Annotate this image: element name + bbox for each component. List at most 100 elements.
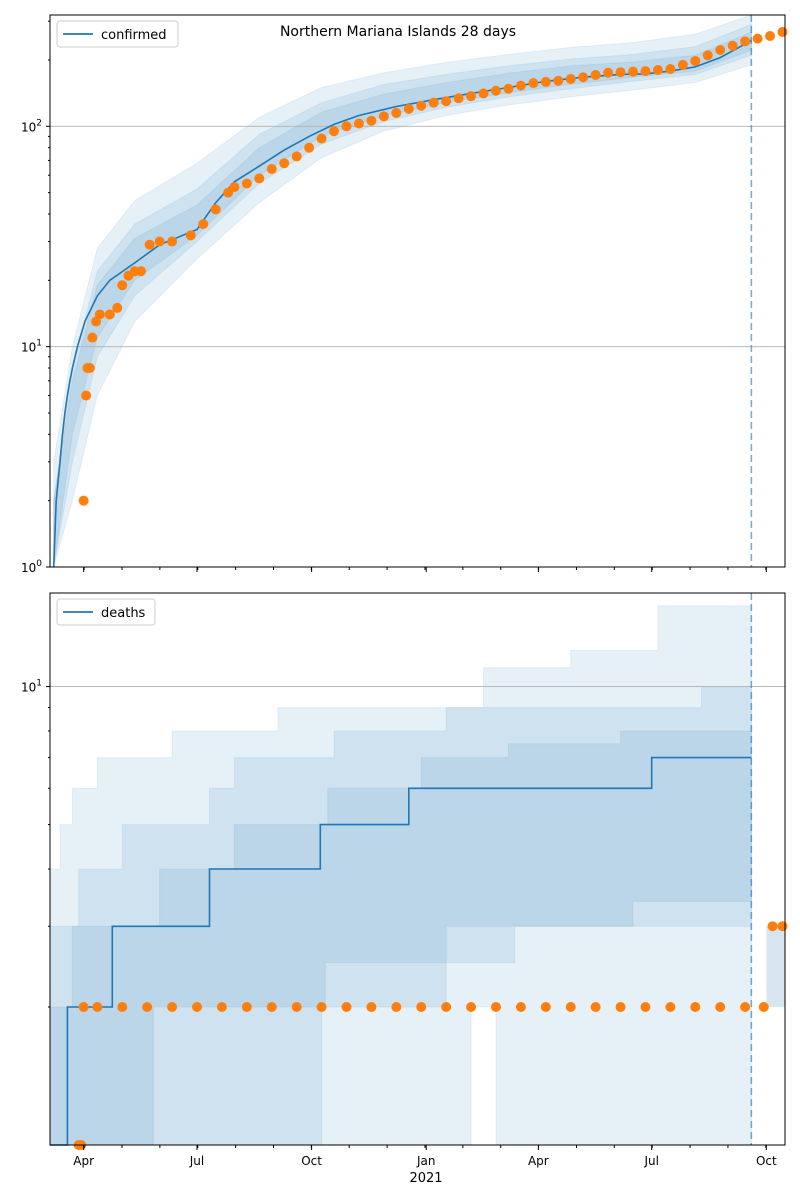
deaths-observed-point-31 <box>758 1002 769 1012</box>
confirmed-observed-point-42 <box>490 85 501 96</box>
confirmed-ytick-label-1: 100 <box>21 559 42 575</box>
deaths-observed-point-19 <box>466 1002 477 1012</box>
deaths-band-2 <box>49 686 752 1146</box>
deaths-xtick-label-2: Jul <box>189 1154 204 1168</box>
deaths-model-series <box>50 756 752 1146</box>
confirmed-observed-point-43 <box>503 83 514 94</box>
confirmed-observed-point-31 <box>353 118 364 129</box>
deaths-observed-point-15 <box>366 1002 377 1012</box>
confirmed-legend-label: confirmed <box>101 28 167 43</box>
deaths-observed-point-21 <box>515 1002 526 1012</box>
confirmed-observed-point-56 <box>665 64 676 75</box>
confirmed-observed-point-13 <box>135 266 146 277</box>
confirmed-observed-point-23 <box>254 173 265 184</box>
confirmed-observed-point-50 <box>590 69 601 80</box>
deaths-observed-point-3 <box>78 1002 89 1012</box>
confirmed-observed-point-53 <box>628 66 639 77</box>
deaths-observed-point-32 <box>767 921 778 932</box>
deaths-observed-point-30 <box>740 1002 751 1012</box>
deaths-observed-point-17 <box>416 1002 427 1012</box>
deaths-xtick-label-7: Oct <box>756 1154 777 1168</box>
confirmed-gridlines <box>50 125 785 348</box>
confirmed-ytick-label-2: 101 <box>21 339 42 355</box>
confirmed-band-2 <box>53 23 752 568</box>
confirmed-observed-point-24 <box>266 164 277 175</box>
confirmed-observed-point-46 <box>540 76 551 87</box>
deaths-observed-point-10 <box>241 1002 252 1012</box>
confirmed-observed-point-9 <box>112 302 123 313</box>
deaths-observed-point-6 <box>142 1002 153 1012</box>
confirmed-observed-point-14 <box>144 239 155 250</box>
confirmed-observed-point-28 <box>316 133 327 144</box>
confirmed-x-axis-ticks <box>83 567 767 572</box>
deaths-observed-point-24 <box>590 1002 601 1012</box>
deaths-legend: deaths <box>56 598 156 626</box>
confirmed-observed-point-58 <box>690 55 701 66</box>
confirmed-y-axis: 100 101 102 <box>21 20 50 575</box>
confirmed-observed-point-4 <box>84 363 95 374</box>
deaths-xtick-label-4: Jan <box>416 1154 436 1168</box>
deaths-observed-point-13 <box>316 1002 327 1012</box>
confirmed-observed-point-49 <box>578 72 589 83</box>
deaths-band-after-forecast <box>766 926 785 1007</box>
confirmed-observed-point-57 <box>677 59 688 70</box>
confirmed-observed-point-52 <box>615 67 626 78</box>
deaths-observed-point-26 <box>640 1002 651 1012</box>
deaths-observed-point-5 <box>117 1002 128 1012</box>
confirmed-observed-point-36 <box>416 100 427 111</box>
confirmed-observed-point-63 <box>752 33 763 44</box>
confirmed-observed-point-8 <box>104 309 115 320</box>
confirmed-observed-point-48 <box>565 73 576 84</box>
chart-title: Northern Mariana Islands 28 days <box>280 24 516 40</box>
confirmed-observed-point-33 <box>378 111 389 122</box>
deaths-observed-point-23 <box>565 1002 576 1012</box>
confirmed-observed-point-64 <box>765 30 776 41</box>
confirmed-observed-point-5 <box>87 332 98 343</box>
confirmed-observed-point-29 <box>329 126 340 137</box>
confirmed-axes-frame <box>49 14 786 568</box>
confirmed-observed-point-34 <box>391 107 402 118</box>
confirmed-legend-box <box>56 20 179 48</box>
confirmed-observed-point-55 <box>652 65 663 76</box>
confirmed-observed-point-59 <box>702 50 713 61</box>
confirmed-observed-point-61 <box>727 40 738 51</box>
confirmed-observed-point-45 <box>528 78 539 89</box>
confirmed-observed-point-10 <box>117 280 128 291</box>
confirmed-observed-point-37 <box>428 97 439 108</box>
deaths-xtick-label-6: Jul <box>643 1154 658 1168</box>
confirmed-observed-point-21 <box>229 182 240 193</box>
deaths-observed-point-11 <box>266 1002 277 1012</box>
confirmed-observed-point-32 <box>366 115 377 126</box>
confirmed-observed-point-60 <box>715 44 726 55</box>
confirmed-observed-point-65 <box>777 26 788 37</box>
confirmed-observed-point-7 <box>94 309 105 320</box>
confirmed-observed-point-22 <box>241 178 252 189</box>
confirmed-ytick-label-3: 102 <box>21 118 42 134</box>
x-axis-year-label: 2021 <box>409 1171 442 1186</box>
confirmed-observed-point-39 <box>453 93 464 104</box>
confirmed-legend: confirmed <box>56 20 179 48</box>
deaths-xtick-label-5: Apr <box>528 1154 549 1168</box>
confirmed-model-line <box>52 39 752 568</box>
deaths-observed-point-8 <box>192 1002 202 1012</box>
deaths-observed-point-22 <box>540 1002 551 1012</box>
confirmed-observed-point-35 <box>403 103 414 114</box>
confirmed-observed-point-38 <box>441 96 452 107</box>
deaths-x-axis: Apr Jul Oct Jan Apr Jul Oct <box>73 1145 777 1168</box>
confirmed-observed-point-16 <box>167 236 178 247</box>
deaths-observed-point-29 <box>715 1002 726 1012</box>
deaths-model-line <box>50 756 752 1146</box>
deaths-observed-point-4 <box>92 1002 103 1012</box>
confirmed-observed-point-2 <box>81 390 92 401</box>
confirmed-observed-points <box>78 26 788 506</box>
deaths-panel: 101 Apr Jul Oct Jan Apr Jul Oct 2021 deaths <box>21 592 788 1186</box>
confirmed-observed-point-30 <box>341 121 352 132</box>
deaths-legend-box <box>56 598 156 626</box>
confirmed-observed-point-44 <box>515 80 526 91</box>
confirmed-observed-point-18 <box>198 219 209 230</box>
confirmed-panel: 100 101 102 Northern Mariana Islands 28 da… <box>21 14 788 575</box>
confirmed-observed-point-51 <box>603 67 614 78</box>
deaths-observed-point-9 <box>216 1002 227 1012</box>
deaths-observed-point-20 <box>490 1002 501 1012</box>
deaths-xtick-label-1: Apr <box>73 1154 94 1168</box>
